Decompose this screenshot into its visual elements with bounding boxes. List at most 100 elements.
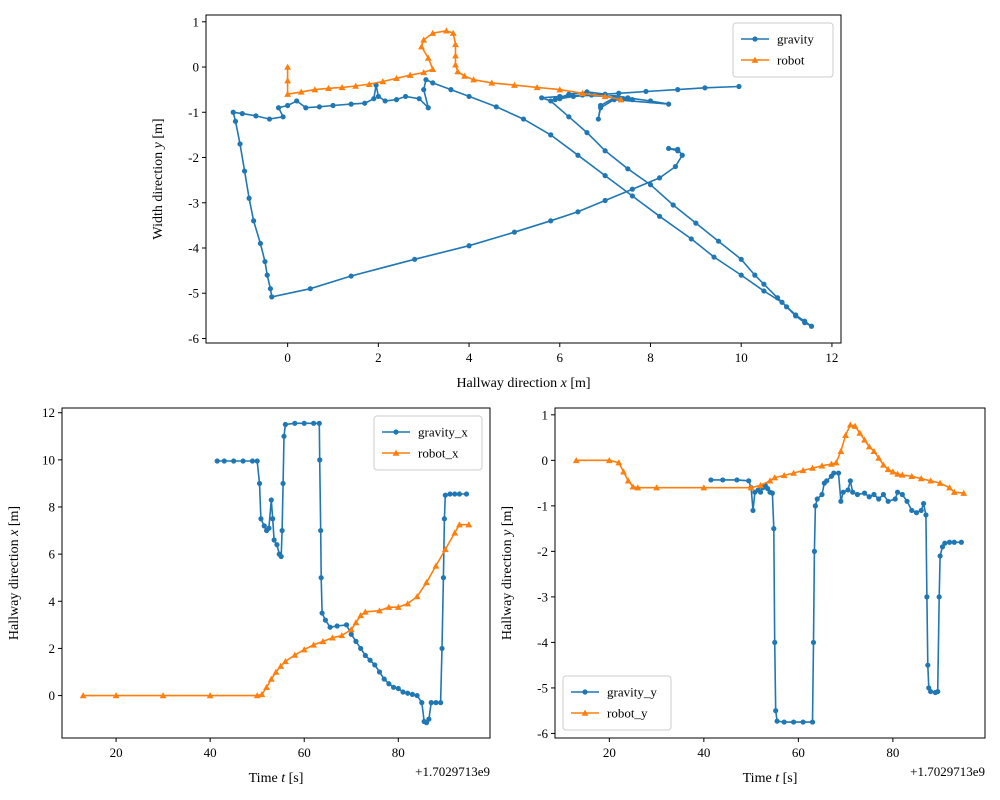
data-point [424, 54, 432, 61]
data-point [936, 479, 944, 486]
y-tick-label: 1 [193, 14, 200, 29]
legend-marker [392, 449, 400, 456]
data-point [303, 105, 309, 111]
legend: gravity robot [732, 22, 834, 78]
data-point [454, 68, 462, 75]
data-point [267, 675, 275, 682]
data-point [850, 489, 856, 495]
data-point [418, 43, 425, 50]
data-point [400, 689, 406, 695]
data-point [316, 420, 322, 426]
x-tick-label: 4 [466, 350, 473, 365]
y-tick-label: -4 [188, 240, 199, 255]
data-point [285, 102, 291, 109]
data-point [270, 516, 276, 522]
data-point [394, 603, 402, 610]
data-point [889, 468, 897, 475]
data-point [232, 118, 239, 124]
data-point [382, 98, 388, 104]
data-point [429, 29, 437, 36]
series-gravity_x [214, 420, 470, 726]
y-tick-label: 0 [49, 688, 56, 703]
y-axis-label: Hallway direction y [m] [500, 506, 515, 640]
data-point [774, 718, 780, 724]
data-point [808, 323, 815, 329]
data-point [271, 537, 277, 543]
legend: gravity_y robot_y [562, 675, 672, 731]
data-point [440, 575, 447, 581]
data-point [365, 80, 373, 87]
data-point [738, 272, 744, 278]
data-point [675, 148, 681, 154]
data-point [771, 526, 777, 532]
data-point [405, 690, 411, 696]
data-point [452, 52, 459, 59]
data-point [221, 458, 227, 464]
data-point [917, 475, 925, 482]
data-point [439, 645, 445, 652]
data-point [318, 527, 324, 534]
data-point [769, 490, 775, 496]
data-point [715, 238, 722, 244]
data-point [711, 254, 717, 260]
data-point [449, 29, 457, 36]
data-point [556, 86, 564, 93]
data-point [112, 692, 120, 699]
data-point [750, 507, 756, 514]
data-point [861, 436, 868, 443]
data-point [634, 484, 642, 491]
data-point [923, 512, 929, 518]
data-point [539, 95, 545, 101]
data-point [670, 202, 676, 208]
data-point [452, 491, 458, 497]
data-point [653, 484, 660, 491]
x-tick-label: 2 [375, 350, 382, 365]
data-point [395, 685, 401, 692]
data-point [433, 700, 439, 706]
y-tick-label: 8 [49, 500, 56, 515]
data-point [413, 593, 421, 600]
legend: gravity_x robot_x [373, 415, 483, 471]
data-point [572, 456, 580, 464]
data-point [463, 491, 470, 497]
data-point [438, 700, 444, 706]
data-point [441, 516, 447, 522]
data-point [274, 542, 280, 548]
legend-label: robot [777, 53, 805, 68]
data-point [771, 474, 779, 481]
data-point [375, 93, 381, 100]
y-tick-label: -1 [537, 498, 548, 513]
data-point [318, 575, 324, 581]
x-offset-text: +1.7029713e9 [415, 764, 490, 779]
data-point [310, 641, 318, 648]
y-tick-label: 4 [49, 594, 56, 609]
data-point [647, 98, 654, 104]
x-tick-label: 20 [603, 745, 616, 760]
data-point [898, 471, 906, 478]
y-tick-label: -3 [188, 195, 199, 210]
data-point [338, 83, 346, 91]
data-point [409, 691, 415, 697]
data-point [928, 688, 934, 695]
data-point [866, 494, 872, 500]
data-point [352, 619, 360, 626]
x-axis-label: Hallway direction x [m] [456, 376, 590, 391]
y-tick-label: -4 [537, 635, 548, 650]
data-point [757, 489, 764, 495]
data-point [322, 617, 328, 623]
data-point [379, 78, 387, 85]
data-point [284, 90, 292, 97]
data-point [257, 240, 264, 247]
data-point [831, 470, 837, 476]
legend-box [732, 22, 834, 78]
data-point [840, 489, 846, 495]
data-point [451, 529, 459, 536]
data-point [950, 488, 958, 495]
data-point [442, 492, 448, 498]
data-point [672, 163, 679, 170]
data-point [819, 491, 825, 498]
data-point [615, 459, 623, 466]
data-point [865, 443, 873, 450]
legend-marker [581, 709, 589, 716]
data-point [838, 498, 844, 504]
